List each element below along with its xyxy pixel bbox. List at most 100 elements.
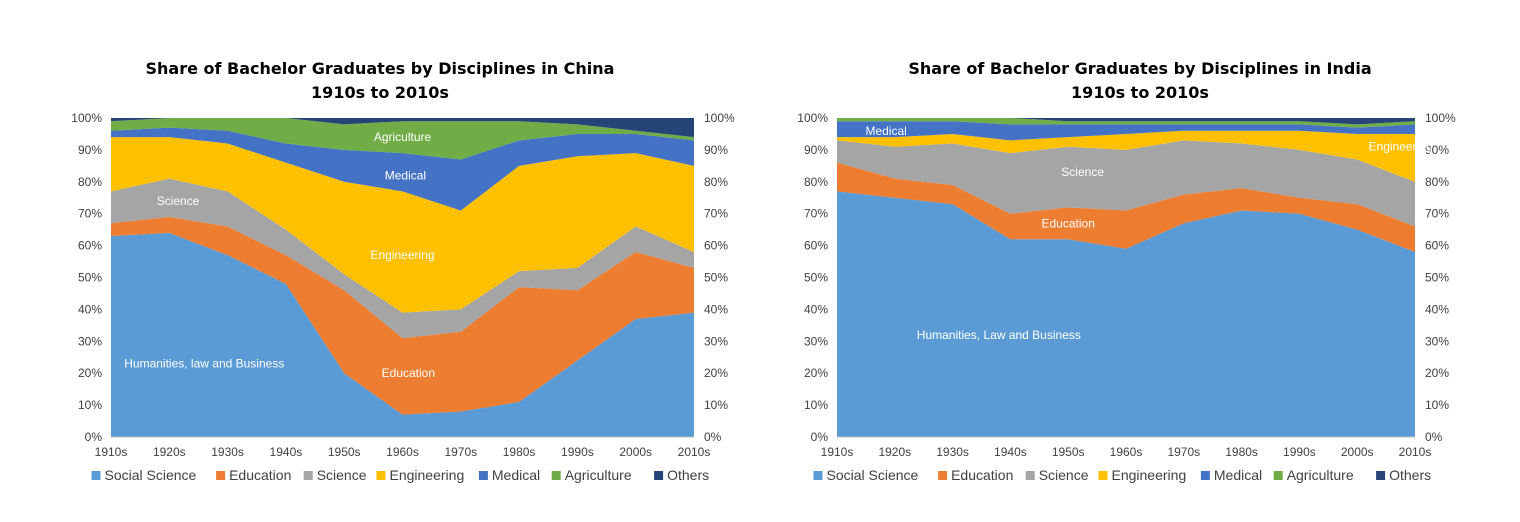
india-x-tick: 1950s: [1052, 445, 1085, 459]
china-y-tick-left: 40%: [78, 302, 102, 316]
china-y-tick-right: 60%: [704, 239, 728, 253]
china-x-tick: 1940s: [270, 445, 303, 459]
india-x-tick: 1910s: [821, 445, 854, 459]
india-y-tick-left: 100%: [797, 111, 828, 125]
china-x-tick: 1950s: [328, 445, 361, 459]
india-legend-label: Agriculture: [1287, 467, 1354, 483]
china-legend-label: Social Science: [105, 467, 197, 483]
india-area-agriculture: [837, 118, 1415, 128]
india-legend-label: Medical: [1214, 467, 1262, 483]
china-y-tick-right: 30%: [704, 334, 728, 348]
china-y-tick-right: 40%: [704, 302, 728, 316]
india-legend-swatch: [1200, 471, 1210, 480]
china-legend-label: Education: [229, 467, 291, 483]
india-legend-swatch: [1376, 471, 1386, 480]
india-area-annotation: Science: [1061, 165, 1104, 179]
china-legend-label: Engineering: [390, 467, 465, 483]
india-y-tick-left: 20%: [804, 366, 828, 380]
china-legend-label: Others: [667, 467, 709, 483]
india-y-tick-left: 0%: [811, 430, 829, 444]
china-x-tick: 1990s: [561, 445, 594, 459]
china-x-tick: 1960s: [386, 445, 419, 459]
china-chart-svg: 0% 0% 10% 10% 20% 20% 30% 30% 40% 40% 50% 50% 60% 60%…: [71, 111, 735, 483]
china-x-tick: 2010s: [678, 445, 711, 459]
india-x-tick: 1930s: [936, 445, 969, 459]
china-legend-swatch: [376, 471, 386, 480]
india-y-tick-right: 0%: [1425, 430, 1443, 444]
china-y-tick-right: 70%: [704, 207, 728, 221]
china-y-tick-left: 60%: [78, 239, 102, 253]
india-area-social-science: [837, 191, 1415, 437]
india-legend-label: Education: [951, 467, 1013, 483]
india-y-tick-left: 90%: [804, 143, 828, 157]
china-legend-swatch: [91, 471, 101, 480]
india-chart-panel: Share of Bachelor Graduates by Disciplin…: [760, 0, 1520, 522]
india-y-tick-right: 80%: [1425, 175, 1449, 189]
china-x-tick: 1920s: [153, 445, 186, 459]
china-area-agriculture: [111, 118, 694, 160]
india-y-tick-left: 30%: [804, 334, 828, 348]
china-area-annotation: Science: [157, 194, 200, 208]
china-x-tick: 1930s: [211, 445, 244, 459]
china-y-tick-left: 70%: [78, 207, 102, 221]
china-legend-label: Medical: [492, 467, 540, 483]
india-y-tick-right: 40%: [1425, 302, 1449, 316]
india-x-tick: 1960s: [1110, 445, 1143, 459]
india-chart-title-line1: Share of Bachelor Graduates by Disciplin…: [908, 59, 1372, 78]
china-y-tick-left: 50%: [78, 271, 102, 285]
china-y-tick-left: 20%: [78, 366, 102, 380]
india-y-tick-left: 40%: [804, 302, 828, 316]
india-legend-swatch: [938, 471, 948, 480]
china-y-tick-left: 10%: [78, 398, 102, 412]
china-x-tick: 2000s: [619, 445, 652, 459]
india-area-science: [837, 140, 1415, 227]
india-area-annotation: Education: [1042, 216, 1095, 230]
china-chart-title-line1: Share of Bachelor Graduates by Disciplin…: [145, 59, 615, 78]
china-y-tick-right: 10%: [704, 398, 728, 412]
india-legend-swatch: [1098, 471, 1108, 480]
china-y-tick-right: 80%: [704, 175, 728, 189]
india-y-tick-right: 50%: [1425, 271, 1449, 285]
india-y-tick-right: 90%: [1425, 143, 1449, 157]
china-y-tick-left: 100%: [71, 111, 102, 125]
india-y-tick-right: 60%: [1425, 239, 1449, 253]
india-y-tick-left: 10%: [804, 398, 828, 412]
india-x-tick: 1980s: [1225, 445, 1258, 459]
india-area-education: [837, 162, 1415, 252]
india-area-annotation: Medical: [865, 124, 906, 138]
india-chart-svg: 0% 0% 10% 10% 20% 20% 30% 30% 40% 40% 50% 50% 60% 60%…: [797, 111, 1456, 483]
china-area-annotation: Education: [382, 366, 435, 380]
india-area-annotation: Engineering: [1369, 140, 1433, 154]
india-y-tick-right: 100%: [1425, 111, 1456, 125]
china-area-others: [111, 118, 694, 138]
china-area-science: [111, 178, 694, 339]
china-y-tick-right: 0%: [704, 430, 722, 444]
china-x-tick: 1970s: [444, 445, 477, 459]
china-legend-swatch: [478, 471, 488, 480]
india-area-others: [837, 118, 1415, 125]
china-chart-panel: Share of Bachelor Graduates by Disciplin…: [71, 59, 735, 483]
india-legend-swatch: [1025, 471, 1035, 480]
china-y-tick-right: 90%: [704, 143, 728, 157]
china-legend-label: Science: [317, 467, 367, 483]
china-legend-swatch: [303, 471, 313, 480]
india-y-tick-right: 30%: [1425, 334, 1449, 348]
china-area-engineering: [111, 137, 694, 313]
india-legend: Social Science Education Science Engineerin…: [813, 467, 1431, 483]
china-legend: Social Science Education Science Engineerin…: [91, 467, 709, 483]
india-legend-swatch: [813, 471, 823, 480]
india-y-tick-right: 70%: [1425, 207, 1449, 221]
india-y-tick-left: 50%: [804, 271, 828, 285]
india-y-tick-left: 80%: [804, 175, 828, 189]
china-area-medical: [111, 127, 694, 211]
china-y-tick-left: 0%: [85, 430, 103, 444]
china-area-annotation: Humanities, law and Business: [124, 357, 284, 371]
china-y-tick-left: 80%: [78, 175, 102, 189]
china-legend-label: Agriculture: [565, 467, 632, 483]
india-x-tick: 1920s: [878, 445, 911, 459]
india-x-tick: 1990s: [1283, 445, 1316, 459]
china-y-tick-right: 100%: [704, 111, 735, 125]
india-y-tick-left: 70%: [804, 207, 828, 221]
china-y-tick-right: 50%: [704, 271, 728, 285]
china-y-tick-left: 30%: [78, 334, 102, 348]
